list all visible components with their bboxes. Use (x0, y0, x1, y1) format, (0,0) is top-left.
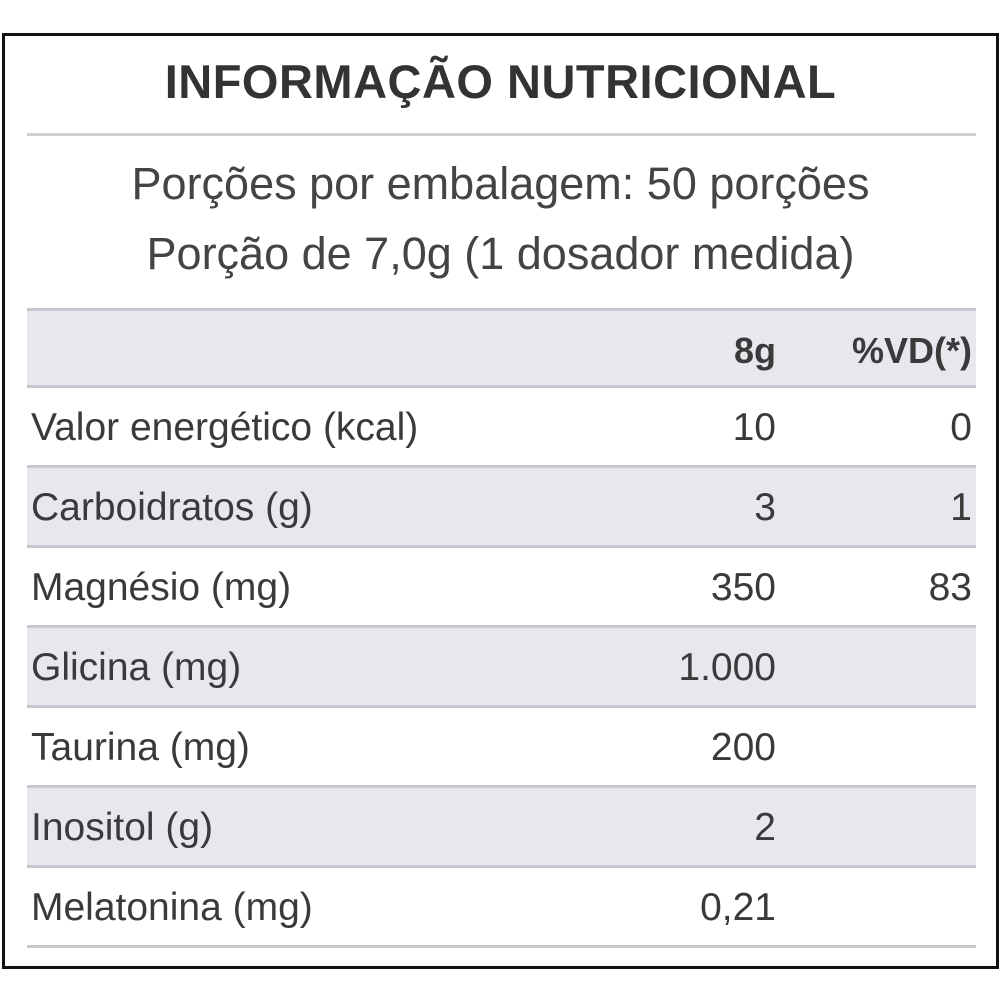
servings-per-package: Porções por embalagem: 50 porções (131, 158, 870, 209)
cell-value: 10 (732, 406, 776, 449)
nutrient-name: Melatonina (mg) (31, 886, 313, 929)
table-row: Glicina (mg) 1.000 (27, 628, 976, 708)
nutrient-name: Valor energético (kcal) (31, 406, 419, 449)
table-row: Carboidratos (g) 3 1 (27, 468, 976, 548)
table-row: Inositol (g) 2 (27, 788, 976, 868)
table-row: Taurina (mg) 200 (27, 708, 976, 788)
nutrition-table: 8g %VD(*) Valor energético (kcal) 10 0 Carboi… (27, 308, 976, 948)
table-row: Melatonina (mg) 0,21 (27, 868, 976, 948)
cell-value: 200 (710, 726, 776, 769)
nutrient-name: Inositol (g) (31, 806, 214, 849)
column-header: %VD(*) (851, 330, 972, 371)
nutrient-name: Glicina (mg) (31, 646, 242, 689)
table-row: Valor energético (kcal) 10 0 (27, 388, 976, 468)
table-header: 8g %VD(*) (27, 308, 976, 388)
nutrition-label: INFORMAÇÃO NUTRICIONAL Porções por embal… (2, 33, 999, 969)
cell-value: 0,21 (700, 886, 776, 929)
table-row: Magnésio (mg) 350 83 (27, 548, 976, 628)
title: INFORMAÇÃO NUTRICIONAL (164, 55, 837, 108)
nutrient-name: Magnésio (mg) (31, 566, 292, 609)
column-header: 8g (733, 330, 776, 371)
divider (27, 133, 976, 136)
cell-value: 1 (950, 486, 972, 529)
cell-value: 1.000 (678, 646, 776, 689)
nutrient-name: Taurina (mg) (31, 726, 250, 769)
cell-value: 0 (950, 406, 972, 449)
cell-value: 2 (754, 806, 776, 849)
serving-size: Porção de 7,0g (1 dosador medida) (146, 228, 855, 279)
nutrient-name: Carboidratos (g) (31, 486, 313, 529)
cell-value: 83 (928, 566, 972, 609)
cell-value: 350 (710, 566, 776, 609)
cell-value: 3 (754, 486, 776, 529)
